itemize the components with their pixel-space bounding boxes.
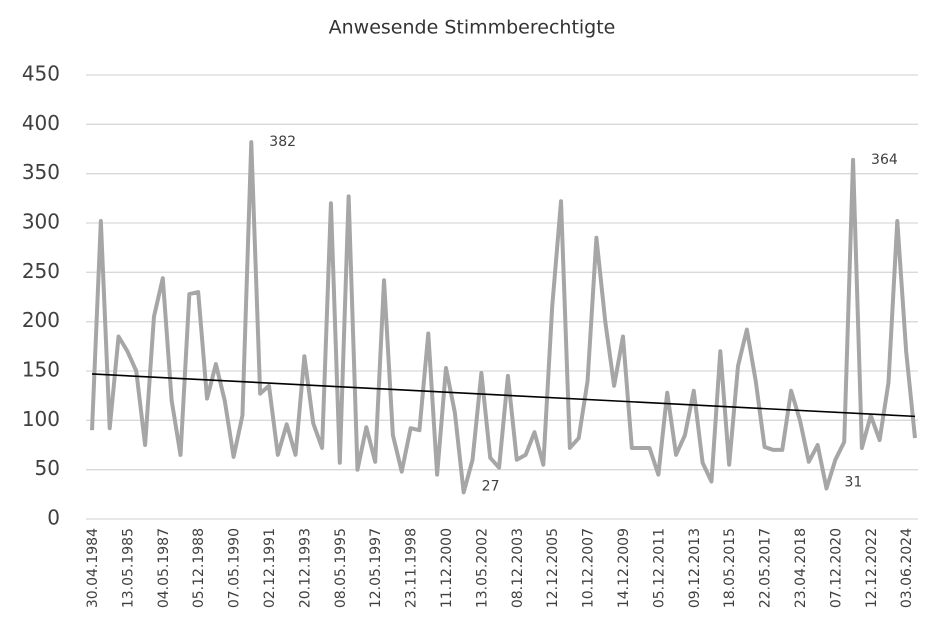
x-tick-label: 22.05.2017 (758, 528, 774, 608)
data-label: 31 (845, 474, 863, 490)
x-tick-label: 12.05.1997 (368, 528, 384, 608)
y-tick-label: 50 (35, 456, 60, 480)
y-tick-label: 100 (22, 407, 60, 431)
x-tick-label: 03.06.2024 (899, 528, 915, 608)
x-tick-label: 02.12.1991 (262, 528, 278, 608)
data-label: 27 (482, 478, 500, 494)
y-tick-label: 350 (22, 160, 60, 184)
x-tick-label: 23.04.2018 (793, 528, 809, 608)
x-tick-label: 08.12.2003 (510, 528, 526, 608)
y-tick-label: 300 (22, 210, 60, 234)
x-tick-label: 05.12.2011 (651, 528, 667, 608)
data-label: 364 (871, 152, 898, 168)
x-tick-label: 07.05.1990 (227, 528, 243, 608)
x-tick-label: 23.11.1998 (404, 528, 420, 608)
x-tick-label: 13.05.1985 (120, 528, 136, 608)
x-tick-label: 11.12.2000 (439, 528, 455, 608)
x-tick-label: 12.12.2005 (545, 528, 561, 608)
x-tick-label: 12.12.2022 (864, 528, 880, 608)
trend-line (91, 373, 916, 418)
y-tick-label: 200 (22, 308, 60, 332)
x-tick-label: 13.05.2002 (474, 528, 490, 608)
x-tick-label: 08.05.1995 (333, 528, 349, 608)
x-tick-label: 30.04.1984 (85, 528, 101, 608)
y-tick-label: 400 (22, 111, 60, 135)
x-tick-label: 07.12.2020 (828, 528, 844, 608)
x-tick-label: 10.12.2007 (581, 528, 597, 608)
y-tick-label: 250 (22, 259, 60, 283)
x-tick-label: 05.12.1988 (191, 528, 207, 608)
y-tick-label: 450 (22, 62, 60, 86)
data-label: 382 (269, 134, 296, 150)
chart-title: Anwesende Stimmberechtigte (329, 17, 616, 39)
y-tick-label: 0 (47, 506, 60, 530)
x-tick-label: 04.05.1987 (156, 528, 172, 608)
y-tick-label: 150 (22, 358, 60, 382)
x-tick-label: 18.05.2015 (722, 528, 738, 608)
data-line (90, 140, 917, 495)
x-tick-label: 20.12.1993 (297, 528, 313, 608)
x-tick-label: 14.12.2009 (616, 528, 632, 608)
x-tick-label: 09.12.2013 (687, 528, 703, 608)
